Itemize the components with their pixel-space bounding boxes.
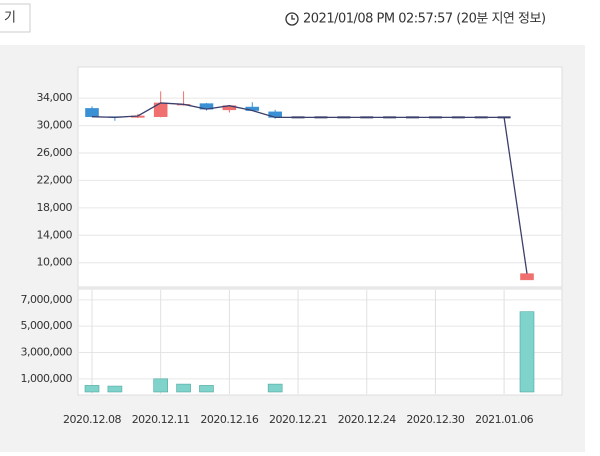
price-panel	[77, 66, 563, 288]
clock-icon	[285, 12, 299, 26]
x-tick-label: 2020.12.21	[269, 413, 327, 426]
y-tick-label: 18,000	[37, 201, 73, 214]
volume-bar	[199, 385, 214, 393]
x-tick-label: 2020.12.24	[338, 413, 396, 426]
y-tick-label: 22,000	[37, 173, 73, 186]
candle-body	[520, 273, 534, 281]
timestamp: 2021/01/08 PM 02:57:57 (20분 지연 정보)	[303, 12, 546, 27]
clock-hands	[291, 15, 295, 20]
y2-tick-label: 7,000,000	[21, 293, 73, 306]
button-label[interactable]: 기	[4, 11, 16, 26]
x-tick-label: 2020.12.11	[132, 413, 190, 426]
y-tick-label: 34,000	[37, 91, 73, 104]
y-tick-label: 30,000	[37, 119, 73, 132]
y2-tick-label: 3,000,000	[21, 346, 73, 359]
x-tick-label: 2020.12.08	[63, 413, 121, 426]
volume-bar	[176, 383, 191, 393]
x-tick-label: 2020.12.16	[200, 413, 258, 426]
volume-bar	[153, 378, 168, 393]
close-line	[91, 102, 528, 274]
volume-bar	[519, 311, 535, 393]
x-tick-label: 2020.12.30	[406, 413, 464, 426]
button[interactable]	[0, 3, 31, 33]
volume-bar	[267, 383, 283, 393]
x-tick-label: 2021.01.06	[475, 413, 533, 426]
candle-body	[85, 108, 99, 117]
y-tick-label: 10,000	[37, 256, 73, 269]
volume-bar	[107, 385, 123, 393]
y2-tick-label: 5,000,000	[21, 319, 73, 332]
y-tick-label: 14,000	[37, 228, 73, 241]
volume-bar	[84, 385, 100, 393]
volume-panel	[77, 288, 563, 396]
y-tick-label: 26,000	[37, 146, 73, 159]
y2-tick-label: 1,000,000	[21, 372, 73, 385]
